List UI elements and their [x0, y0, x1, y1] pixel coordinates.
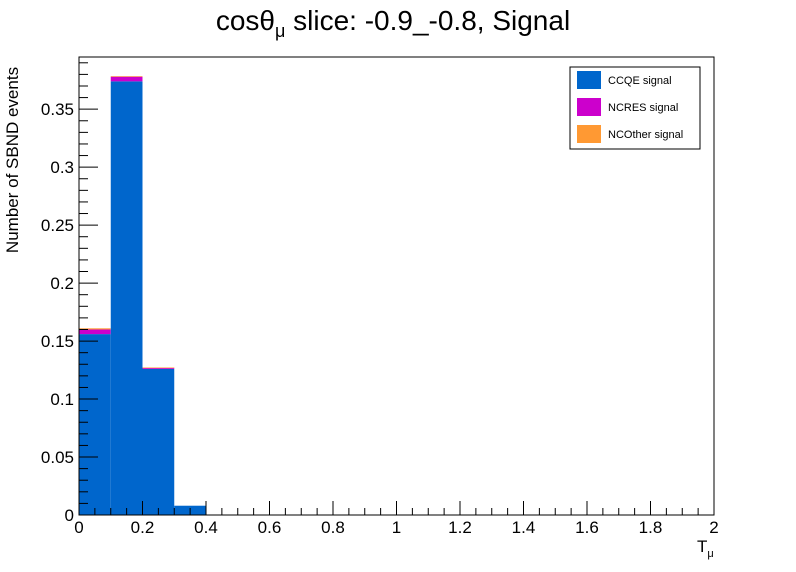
legend-label-ncres: NCRES signal: [608, 102, 678, 114]
x-tick-label: 0.8: [321, 518, 345, 537]
y-tick-label: 0.3: [50, 158, 74, 177]
x-tick-label: 0: [74, 518, 83, 537]
x-tick-label: 0.6: [258, 518, 282, 537]
bar-ncother-signal-bin-0: [79, 328, 111, 330]
x-tick-label: 0.4: [194, 518, 218, 537]
legend: CCQE signal NCRES signal NCOther signal: [569, 66, 701, 150]
x-tick-label: 0.2: [131, 518, 155, 537]
legend-swatch-ncother: [577, 125, 601, 143]
y-tick-label: 0.35: [41, 100, 74, 119]
y-tick-label: 0.2: [50, 274, 74, 293]
legend-label-ncother: NCOther signal: [608, 129, 683, 141]
x-tick-label: 1.6: [575, 518, 599, 537]
chart-title-rest: slice: -0.9_-0.8, Signal: [285, 5, 570, 36]
x-tick-label: 1: [392, 518, 401, 537]
y-tick-label: 0.25: [41, 216, 74, 235]
y-tick-label: 0.05: [41, 448, 74, 467]
chart-title: cosθμ slice: -0.9_-0.8, Signal: [216, 5, 570, 41]
y-tick-label: 0: [65, 506, 74, 525]
legend-label-ccqe: CCQE signal: [608, 75, 672, 87]
bar-ccqe-signal-bin-0: [79, 334, 111, 515]
legend-swatch-ccqe: [577, 71, 601, 89]
chart-title-subscript: μ: [275, 21, 285, 41]
x-axis-label: Tμ: [697, 537, 714, 560]
chart-title-main: cosθ: [216, 5, 275, 36]
legend-swatch-ncres: [577, 98, 601, 116]
x-tick-label: 1.2: [448, 518, 472, 537]
bar-ccqe-signal-bin-2: [142, 368, 175, 515]
x-tick-label: 1.8: [639, 518, 663, 537]
x-tick-label: 2: [709, 518, 718, 537]
y-tick-label: 0.1: [50, 390, 74, 409]
y-axis-label: Number of SBND events: [3, 67, 22, 253]
bar-ccqe-signal-bin-1: [110, 81, 143, 515]
x-axis-label-main: T: [697, 537, 707, 556]
histogram-bars: [79, 76, 206, 515]
bar-ncother-signal-bin-1: [110, 76, 143, 77]
bar-ncres-signal-bin-2: [142, 367, 175, 369]
axis-ticks: 0 0.2 0.4 0.6 0.8 1 1.2 1.4 1.6 1.8 2 0 0.05 0.1 0.15 0…: [41, 62, 719, 537]
bar-ncother-signal-bin-2: [142, 367, 175, 369]
bar-ncres-signal-bin-1: [110, 76, 143, 82]
x-axis-label-subscript: μ: [707, 548, 713, 560]
bar-ncres-signal-bin-0: [79, 329, 111, 335]
y-tick-label: 0.15: [41, 332, 74, 351]
x-tick-label: 1.4: [512, 518, 536, 537]
